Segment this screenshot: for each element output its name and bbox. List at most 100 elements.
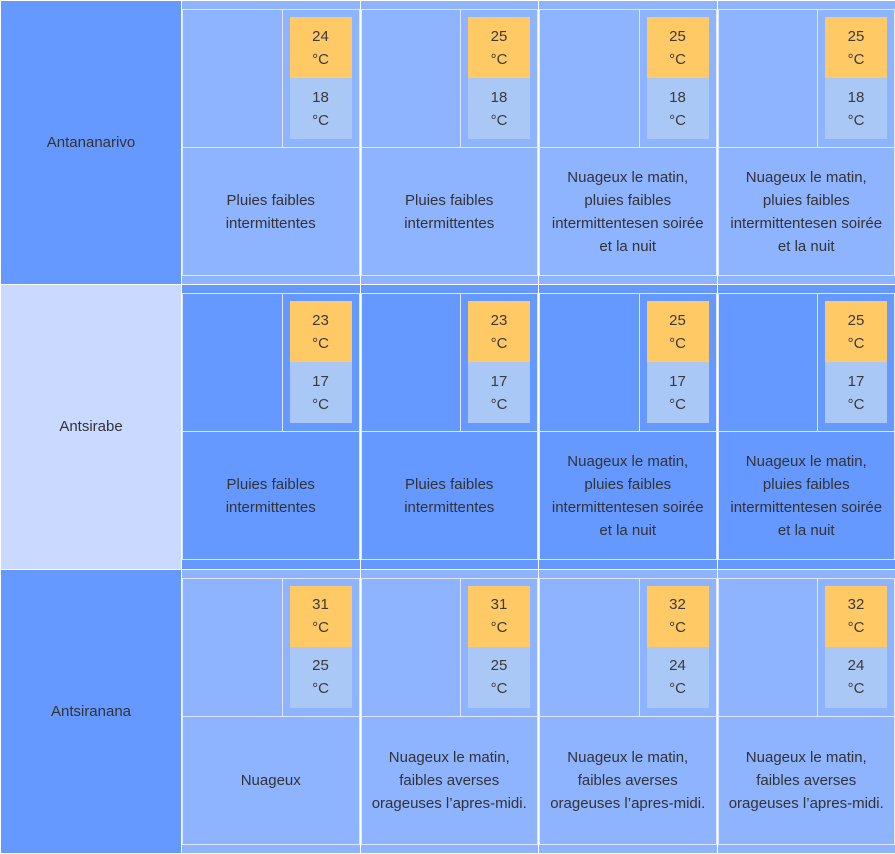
min-temp-value: 25 xyxy=(312,657,329,675)
min-temperature: 18 °C xyxy=(646,78,709,140)
min-temperature: 17 °C xyxy=(646,362,709,424)
min-temperature: 24 °C xyxy=(825,646,887,708)
max-temp-value: 25 xyxy=(669,311,686,329)
forecast-card: 32 °C 24 °C Nuageux le matin, faibles aver… xyxy=(539,577,717,845)
min-temperature: 25 °C xyxy=(468,646,530,708)
weather-icon xyxy=(183,10,283,148)
card-top: 25 °C 17 °C xyxy=(540,294,716,433)
weather-description: Pluies faibles intermittentes xyxy=(225,475,316,516)
temp-unit: °C xyxy=(490,111,508,129)
temp-unit: °C xyxy=(669,680,686,698)
min-temperature: 17 °C xyxy=(289,362,352,424)
min-temp-value: 17 xyxy=(490,372,508,390)
max-temp-value: 25 xyxy=(847,311,865,329)
forecast-card: 25 °C 18 °C Nuageux le matin, pluies faibl… xyxy=(717,9,895,277)
max-temperature: 25 °C xyxy=(825,301,887,363)
min-temp-value: 17 xyxy=(847,372,865,390)
weather-icon xyxy=(540,294,640,432)
min-temp-value: 24 xyxy=(847,657,865,675)
card-top: 32 °C 24 °C xyxy=(718,578,894,717)
min-temperature: 18 °C xyxy=(289,78,352,140)
forecast-card: 25 °C 17 °C Nuageux le matin, pluies faibl… xyxy=(539,293,717,561)
max-temperature: 25 °C xyxy=(646,17,709,79)
card-top: 23 °C 17 °C xyxy=(183,294,359,433)
temp-unit: °C xyxy=(490,395,508,413)
min-temperature: 17 °C xyxy=(468,362,530,424)
temperature-block: 32 °C 24 °C xyxy=(818,579,894,716)
min-temp-value: 17 xyxy=(312,372,329,390)
city-row: Antsirabe 23 °C 17 °C Pluies faibles inter… xyxy=(0,284,895,570)
temp-unit: °C xyxy=(847,50,865,68)
temp-unit: °C xyxy=(490,334,508,352)
temp-unit: °C xyxy=(669,395,686,413)
forecast-cell: 25 °C 18 °C Pluies faibles intermittentes xyxy=(359,0,539,286)
card-top: 25 °C 18 °C xyxy=(718,10,894,149)
min-temp-value: 18 xyxy=(669,88,686,106)
temperature-block: 24 °C 18 °C xyxy=(283,10,359,147)
min-temperature: 18 °C xyxy=(825,78,887,140)
weather-description: Pluies faibles intermittentes xyxy=(225,191,316,232)
weather-description: Nuageux le matin, pluies faibles intermi… xyxy=(730,452,883,539)
card-top: 31 °C 25 °C xyxy=(183,578,359,717)
temp-unit: °C xyxy=(847,111,865,129)
temp-unit: °C xyxy=(847,619,865,637)
max-temp-value: 31 xyxy=(312,596,329,614)
max-temperature: 32 °C xyxy=(646,585,709,647)
min-temperature: 24 °C xyxy=(646,646,709,708)
forecast-cell: 25 °C 17 °C Nuageux le matin, pluies faibl… xyxy=(716,284,895,570)
weather-description: Nuageux le matin, pluies faibles intermi… xyxy=(551,168,704,255)
weather-icon xyxy=(540,578,640,716)
forecast-cell: 25 °C 18 °C Nuageux le matin, pluies faibl… xyxy=(716,0,895,286)
city-row: Antsiranana 31 °C 25 °C Nuageux xyxy=(0,568,895,854)
temp-unit: °C xyxy=(490,680,508,698)
city-name: Antsirabe xyxy=(0,284,182,570)
temp-unit: °C xyxy=(312,334,329,352)
max-temperature: 25 °C xyxy=(646,301,709,363)
max-temperature: 23 °C xyxy=(468,301,530,363)
city-name: Antananarivo xyxy=(0,0,182,286)
temperature-block: 31 °C 25 °C xyxy=(461,579,537,716)
forecast-cell: 24 °C 18 °C Pluies faibles intermittentes xyxy=(181,0,361,286)
temp-unit: °C xyxy=(312,111,329,129)
card-top: 23 °C 17 °C xyxy=(361,294,537,433)
temp-unit: °C xyxy=(669,111,686,129)
weather-description: Nuageux le matin, pluies faibles intermi… xyxy=(730,168,883,255)
max-temp-value: 25 xyxy=(490,27,508,45)
temperature-block: 23 °C 17 °C xyxy=(461,294,537,431)
weather-description: Nuageux le matin, faibles averses orageu… xyxy=(550,748,706,812)
max-temperature: 25 °C xyxy=(825,17,887,79)
temperature-block: 23 °C 17 °C xyxy=(283,294,359,431)
weather-description: Nuageux xyxy=(240,771,301,789)
max-temp-value: 24 xyxy=(312,27,329,45)
card-top: 25 °C 17 °C xyxy=(718,294,894,433)
forecast-cell: 31 °C 25 °C Nuageux xyxy=(181,568,361,854)
temperature-block: 25 °C 18 °C xyxy=(640,10,716,147)
forecast-cell: 23 °C 17 °C Pluies faibles intermittentes xyxy=(181,284,361,570)
temp-unit: °C xyxy=(312,50,329,68)
weather-icon xyxy=(362,294,461,432)
max-temp-value: 32 xyxy=(847,596,865,614)
city-row: Antananarivo 24 °C 18 °C Pluies faibles in… xyxy=(0,0,895,286)
min-temp-value: 25 xyxy=(490,657,508,675)
temperature-block: 25 °C 18 °C xyxy=(818,10,894,147)
temp-unit: °C xyxy=(312,395,329,413)
card-top: 31 °C 25 °C xyxy=(361,578,537,717)
temperature-block: 31 °C 25 °C xyxy=(283,579,359,716)
card-top: 25 °C 18 °C xyxy=(540,10,716,149)
forecast-cell: 25 °C 18 °C Nuageux le matin, pluies faibl… xyxy=(538,0,718,286)
min-temp-value: 24 xyxy=(669,657,686,675)
weather-icon xyxy=(183,294,283,432)
temp-unit: °C xyxy=(490,50,508,68)
min-temperature: 25 °C xyxy=(289,646,352,708)
temp-unit: °C xyxy=(669,334,686,352)
forecast-card: 23 °C 17 °C Pluies faibles intermittentes xyxy=(182,293,360,561)
forecast-card: 25 °C 17 °C Nuageux le matin, pluies faibl… xyxy=(717,293,895,561)
max-temperature: 23 °C xyxy=(289,301,352,363)
card-top: 24 °C 18 °C xyxy=(183,10,359,149)
card-top: 32 °C 24 °C xyxy=(540,578,716,717)
temperature-block: 25 °C 17 °C xyxy=(818,294,894,431)
weather-icon xyxy=(362,10,461,148)
min-temp-value: 18 xyxy=(312,88,329,106)
forecast-card: 31 °C 25 °C Nuageux le matin, faibles aver… xyxy=(360,577,538,845)
